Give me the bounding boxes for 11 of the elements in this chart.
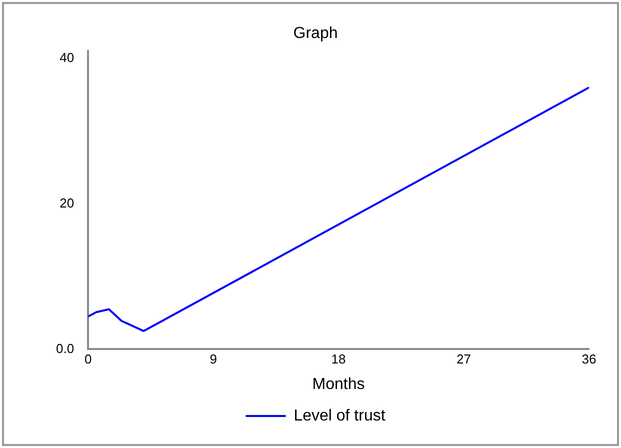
chart-title: Graph xyxy=(293,25,338,42)
y-tick-label: 20 xyxy=(60,195,74,210)
legend-label: Level of trust xyxy=(294,407,386,424)
x-tick-label: 27 xyxy=(456,352,471,367)
y-tick-label: 0.0 xyxy=(56,340,74,356)
x-tick-label: 18 xyxy=(331,352,346,367)
x-tick-label: 36 xyxy=(582,352,596,367)
x-tick-label: 0 xyxy=(84,352,92,367)
x-axis-title: Months xyxy=(312,376,365,393)
y-tick-label: 40 xyxy=(60,50,74,66)
x-tick-label: 9 xyxy=(210,352,217,367)
